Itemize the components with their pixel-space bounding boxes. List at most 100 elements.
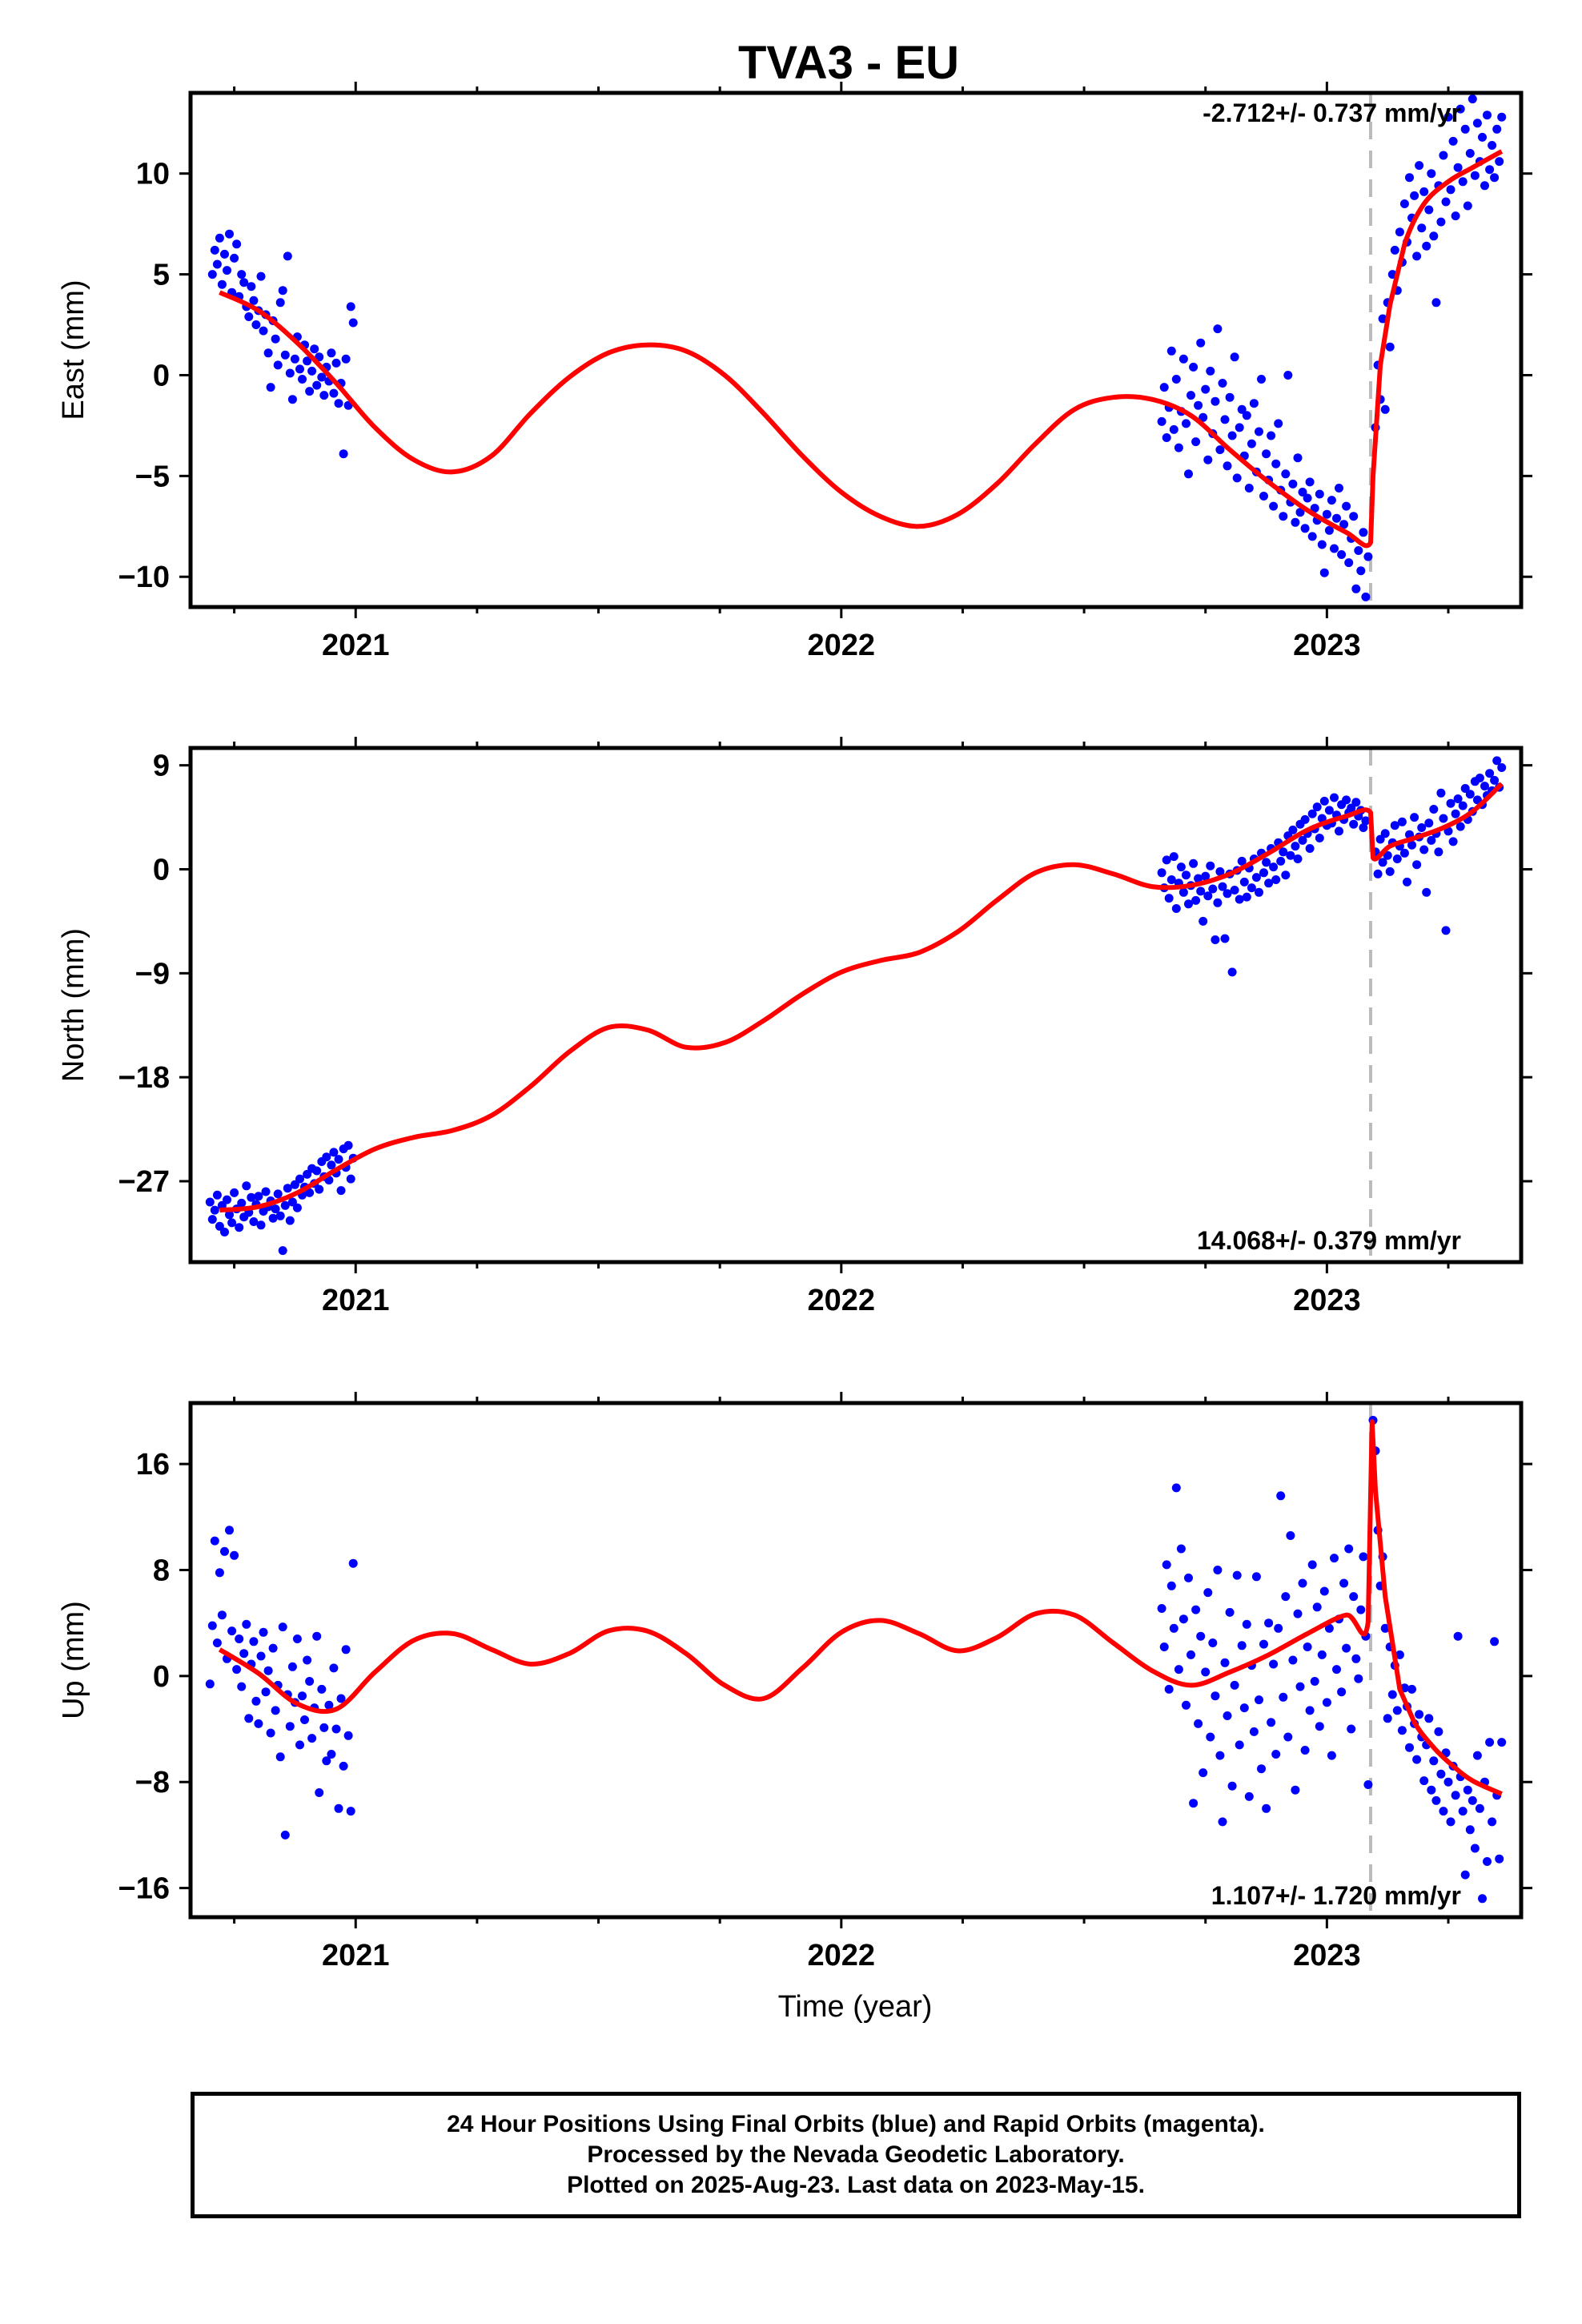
up-data-point <box>271 1706 280 1715</box>
up-data-point <box>1166 1581 1176 1590</box>
up-data-point <box>305 1677 315 1686</box>
up-data-point <box>317 1684 327 1694</box>
east-data-point <box>220 249 229 259</box>
east-panel: −10 −5 0 5 10 2021 2022 2023 East (mm) -2.712+/- … <box>57 82 1532 662</box>
east-data-point <box>339 449 348 459</box>
east-data-point <box>1359 528 1368 537</box>
east-data-point <box>303 356 312 366</box>
east-data-point <box>1225 392 1235 402</box>
up-data-point <box>210 1536 219 1546</box>
east-data-point <box>225 229 234 239</box>
north-data-point <box>334 1155 343 1164</box>
north-data-point <box>327 1160 336 1170</box>
north-data-point <box>235 1223 244 1232</box>
up-data-point <box>1237 1641 1247 1651</box>
north-data-point <box>1276 856 1286 866</box>
east-data-point <box>1361 592 1371 601</box>
up-data-point <box>1196 1631 1206 1641</box>
up-data-point <box>1327 1751 1336 1760</box>
north-data-point <box>1298 835 1307 845</box>
north-data-point <box>1427 835 1436 845</box>
north-data-point <box>1475 774 1484 782</box>
up-data-point <box>1242 1619 1251 1629</box>
up-data-point <box>1274 1623 1283 1633</box>
up-data-point <box>207 1621 217 1630</box>
up-data-point <box>1436 1769 1446 1779</box>
east-data-point <box>1201 384 1211 394</box>
east-data-point <box>1460 124 1470 134</box>
north-data-point <box>237 1198 247 1208</box>
east-data-point <box>1344 558 1354 568</box>
north-data-point <box>1392 854 1402 863</box>
up-data-point <box>1279 1692 1288 1702</box>
east-data-point <box>331 358 341 368</box>
east-data-point <box>1196 338 1206 348</box>
north-plot-frame <box>188 746 1524 1265</box>
east-data-point <box>1203 455 1213 464</box>
up-data-point <box>292 1634 302 1643</box>
up-data-point <box>1159 1642 1169 1651</box>
east-data-point <box>1247 439 1256 448</box>
east-data-point <box>1232 473 1242 483</box>
up-y-tick-label: 8 <box>153 1554 170 1587</box>
east-data-point <box>230 253 239 263</box>
up-data-point <box>1206 1732 1215 1742</box>
up-data-point <box>1162 1560 1171 1570</box>
east-data-point <box>1199 412 1208 422</box>
north-data-point <box>1446 798 1456 808</box>
up-data-point <box>220 1546 229 1556</box>
up-data-point <box>1344 1544 1354 1554</box>
footer-line-3: Plotted on 2025-Aug-23. Last data on 202… <box>567 2172 1145 2198</box>
figure-title: TVA3 - EU <box>738 37 959 89</box>
north-data-point <box>1230 886 1239 895</box>
north-data-point <box>1349 819 1359 829</box>
up-data-point <box>280 1830 290 1839</box>
east-data-point <box>1220 415 1230 424</box>
north-data-point <box>1203 891 1213 901</box>
up-data-point <box>1225 1607 1235 1617</box>
up-data-point <box>205 1679 215 1689</box>
up-data-point <box>295 1740 304 1750</box>
east-data-point <box>1269 501 1279 511</box>
up-data-point <box>1232 1570 1242 1580</box>
up-data-point <box>348 1558 358 1568</box>
east-data-point <box>1281 469 1291 479</box>
north-data-point <box>322 1152 331 1162</box>
east-data-point <box>1335 484 1343 493</box>
east-data-point <box>1213 324 1223 334</box>
north-data-point <box>1378 858 1387 867</box>
east-data-point <box>1453 163 1463 172</box>
east-data-point <box>1405 173 1414 183</box>
up-data-point <box>1319 1586 1329 1596</box>
east-data-point <box>1237 404 1247 414</box>
north-y-axis-label: North (mm) <box>57 928 90 1082</box>
up-x-tick-label: 2023 <box>1293 1939 1361 1972</box>
up-data-point <box>1349 1592 1359 1602</box>
up-data-point <box>275 1752 285 1762</box>
north-data-point <box>1335 826 1343 836</box>
north-data-point <box>1215 866 1225 876</box>
up-data-point <box>1291 1785 1300 1795</box>
north-data-point <box>1380 829 1390 838</box>
up-data-point <box>322 1756 331 1766</box>
north-x-tick-label: 2023 <box>1293 1284 1361 1317</box>
up-data-point <box>1383 1714 1392 1723</box>
north-y-tick-label: 9 <box>153 750 170 783</box>
east-data-point <box>1319 568 1329 577</box>
north-data-point <box>1164 894 1174 903</box>
up-x-tick-label: 2021 <box>322 1939 390 1972</box>
north-data-point <box>1451 809 1460 818</box>
east-data-point <box>1244 484 1254 493</box>
east-data-point <box>1310 504 1319 513</box>
north-data-point <box>1373 869 1383 879</box>
north-data-point <box>287 1197 297 1207</box>
up-data-point <box>1490 1637 1500 1647</box>
east-data-point <box>1349 512 1359 521</box>
north-data-point <box>1305 844 1315 853</box>
east-data-point <box>327 348 336 358</box>
north-data-point <box>1251 873 1261 883</box>
up-data-point <box>1303 1642 1312 1651</box>
north-data-point <box>242 1181 251 1191</box>
east-data-point <box>295 364 304 374</box>
north-y-tick-label: −27 <box>118 1165 170 1199</box>
